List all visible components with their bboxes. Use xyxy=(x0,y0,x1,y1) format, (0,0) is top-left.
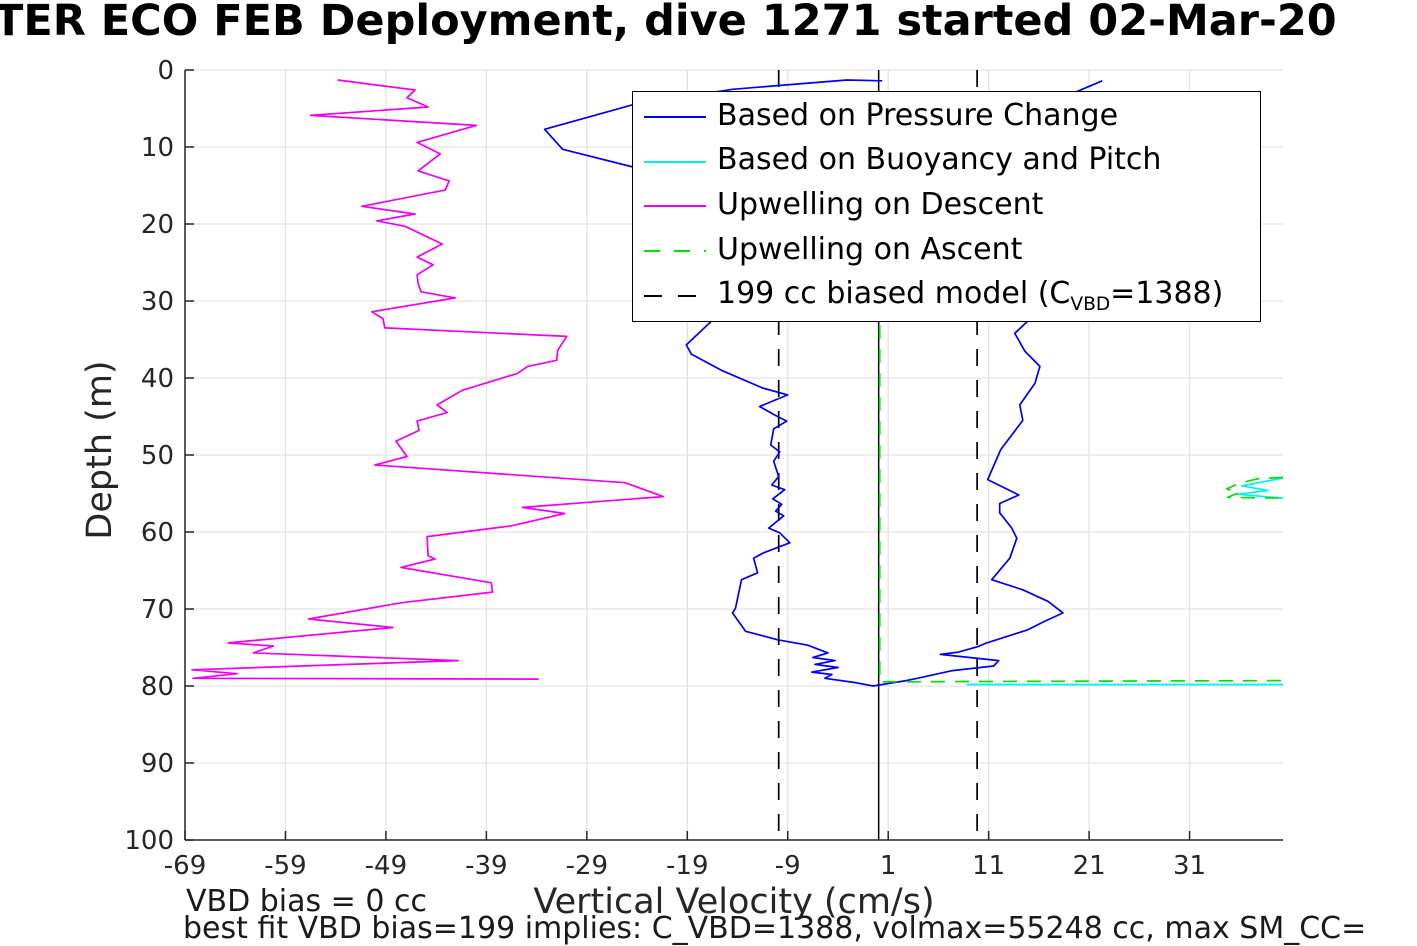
legend-label: Based on Buoyancy and Pitch xyxy=(717,142,1162,178)
series-3-line xyxy=(1225,476,1283,499)
y-tick-label: 100 xyxy=(124,826,174,856)
y-tick-label: 10 xyxy=(141,133,174,163)
y-axis-label: Depth (m) xyxy=(80,360,120,540)
legend-row-biased-model: 199 cc biased model (CVBD=1388) xyxy=(633,276,1260,315)
magenta-line-sample-icon xyxy=(644,205,706,208)
vbd-bias-annotation: VBD bias = 0 cc xyxy=(186,884,427,919)
x-tick-label: -49 xyxy=(365,851,407,881)
series-3-line xyxy=(878,301,1283,683)
x-tick-label: 31 xyxy=(1173,851,1206,881)
y-tick-label: 70 xyxy=(141,595,174,625)
legend-label: Based on Pressure Change xyxy=(717,97,1119,133)
best-fit-annotation: best fit VBD bias=199 implies: C_VBD=138… xyxy=(183,911,1367,946)
y-tick-label: 50 xyxy=(141,441,174,471)
y-tick-label: 0 xyxy=(157,56,174,86)
y-tick-label: 20 xyxy=(141,210,174,240)
series-0-line xyxy=(543,79,1103,687)
blue-line-sample-icon xyxy=(644,116,706,119)
y-tick-label: 40 xyxy=(141,364,174,394)
legend-label: Upwelling on Descent xyxy=(717,186,1044,222)
legend-row-pressure-change: Based on Pressure Change xyxy=(633,98,1260,137)
x-tick-label: 11 xyxy=(972,851,1005,881)
x-tick-label: -39 xyxy=(465,851,507,881)
y-tick-label: 30 xyxy=(141,287,174,317)
x-tick-label: -69 xyxy=(164,851,206,881)
x-tick-label: 21 xyxy=(1073,851,1106,881)
legend-label: 199 cc biased model (CVBD=1388) xyxy=(717,276,1224,316)
x-axis-label: Vertical Velocity (cm/s) xyxy=(533,882,935,922)
x-tick-label: -29 xyxy=(566,851,608,881)
legend: Based on Pressure Change Based on Buoyan… xyxy=(632,91,1261,322)
black-dashed-line-sample-icon xyxy=(644,294,706,297)
y-tick-label: 90 xyxy=(141,749,174,779)
legend-label: Upwelling on Ascent xyxy=(717,231,1023,267)
x-tick-label: -19 xyxy=(666,851,708,881)
x-tick-label: -59 xyxy=(264,851,306,881)
legend-row-upwelling-ascent: Upwelling on Ascent xyxy=(633,232,1260,271)
series-2-line xyxy=(191,79,665,680)
legend-row-upwelling-descent: Upwelling on Descent xyxy=(633,187,1260,226)
series-1-line xyxy=(1236,477,1283,499)
green-dashed-line-sample-icon xyxy=(644,250,706,253)
figure-title: TER ECO FEB Deployment, dive 1271 starte… xyxy=(0,0,1337,46)
y-tick-label: 60 xyxy=(141,518,174,548)
x-tick-label: 1 xyxy=(880,851,897,881)
cyan-line-sample-icon xyxy=(644,160,706,163)
legend-row-buoyancy-pitch: Based on Buoyancy and Pitch xyxy=(633,142,1260,181)
x-tick-label: -9 xyxy=(775,851,801,881)
y-tick-label: 80 xyxy=(141,672,174,702)
